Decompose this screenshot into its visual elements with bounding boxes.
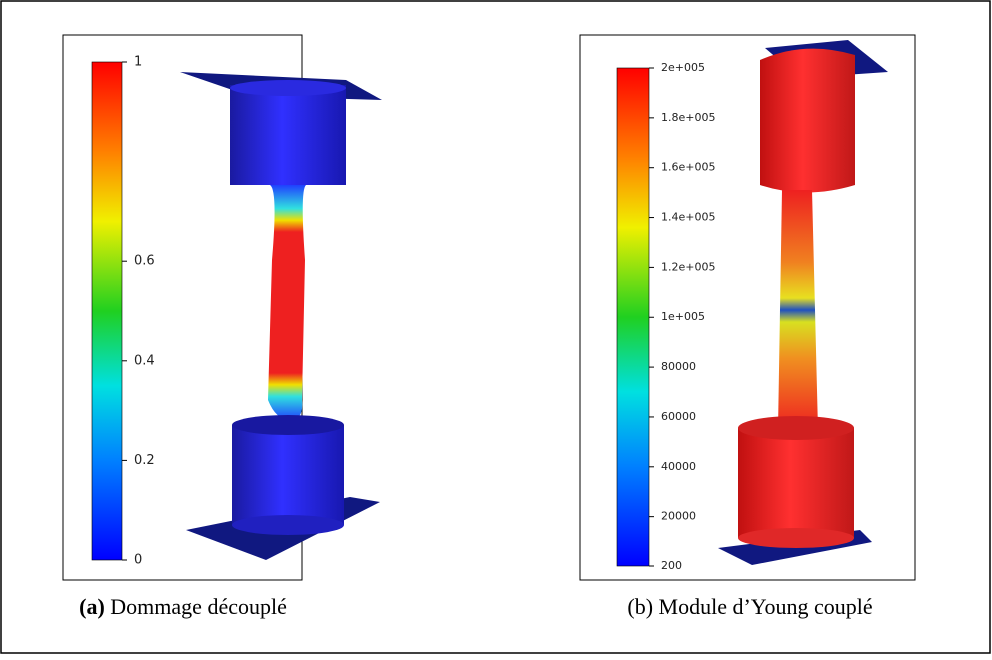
caption-label: (b) [627, 594, 653, 619]
colorbar-tick-label: 20000 [661, 510, 696, 523]
caption-text: Module d’Young couplé [659, 594, 873, 619]
colorbar-tick-label: 1e+005 [661, 310, 705, 323]
specimen-a [180, 72, 382, 560]
caption: (b) Module d’Young couplé [627, 594, 872, 619]
colorbar-tick-label: 0 [134, 553, 142, 568]
colorbar-tick-label: 40000 [661, 460, 696, 473]
colorbar-tick-label: 60000 [661, 410, 696, 423]
colorbar-tick-label: 200 [661, 559, 682, 572]
caption: (a) Dommage découplé [79, 594, 287, 619]
specimen-b [718, 40, 888, 565]
colorbar [91, 61, 123, 561]
colorbar-tick-label: 1.6e+005 [661, 161, 715, 174]
colorbar-tick-label: 0.2 [134, 453, 155, 468]
colorbar-tick-label: 0.6 [134, 254, 155, 269]
colorbar-tick-label: 2e+005 [661, 61, 705, 74]
colorbar [616, 67, 650, 567]
colorbar-tick-label: 1 [134, 55, 142, 70]
colorbar-tick-label: 0.4 [134, 353, 155, 368]
caption-label: (a) [79, 594, 105, 619]
caption-text: Dommage découplé [110, 594, 287, 619]
colorbar-tick-label: 1.8e+005 [661, 111, 715, 124]
colorbar-tick-label: 1.2e+005 [661, 260, 715, 273]
colorbar-tick-label: 80000 [661, 360, 696, 373]
colorbar-tick-label: 1.4e+005 [661, 211, 715, 224]
